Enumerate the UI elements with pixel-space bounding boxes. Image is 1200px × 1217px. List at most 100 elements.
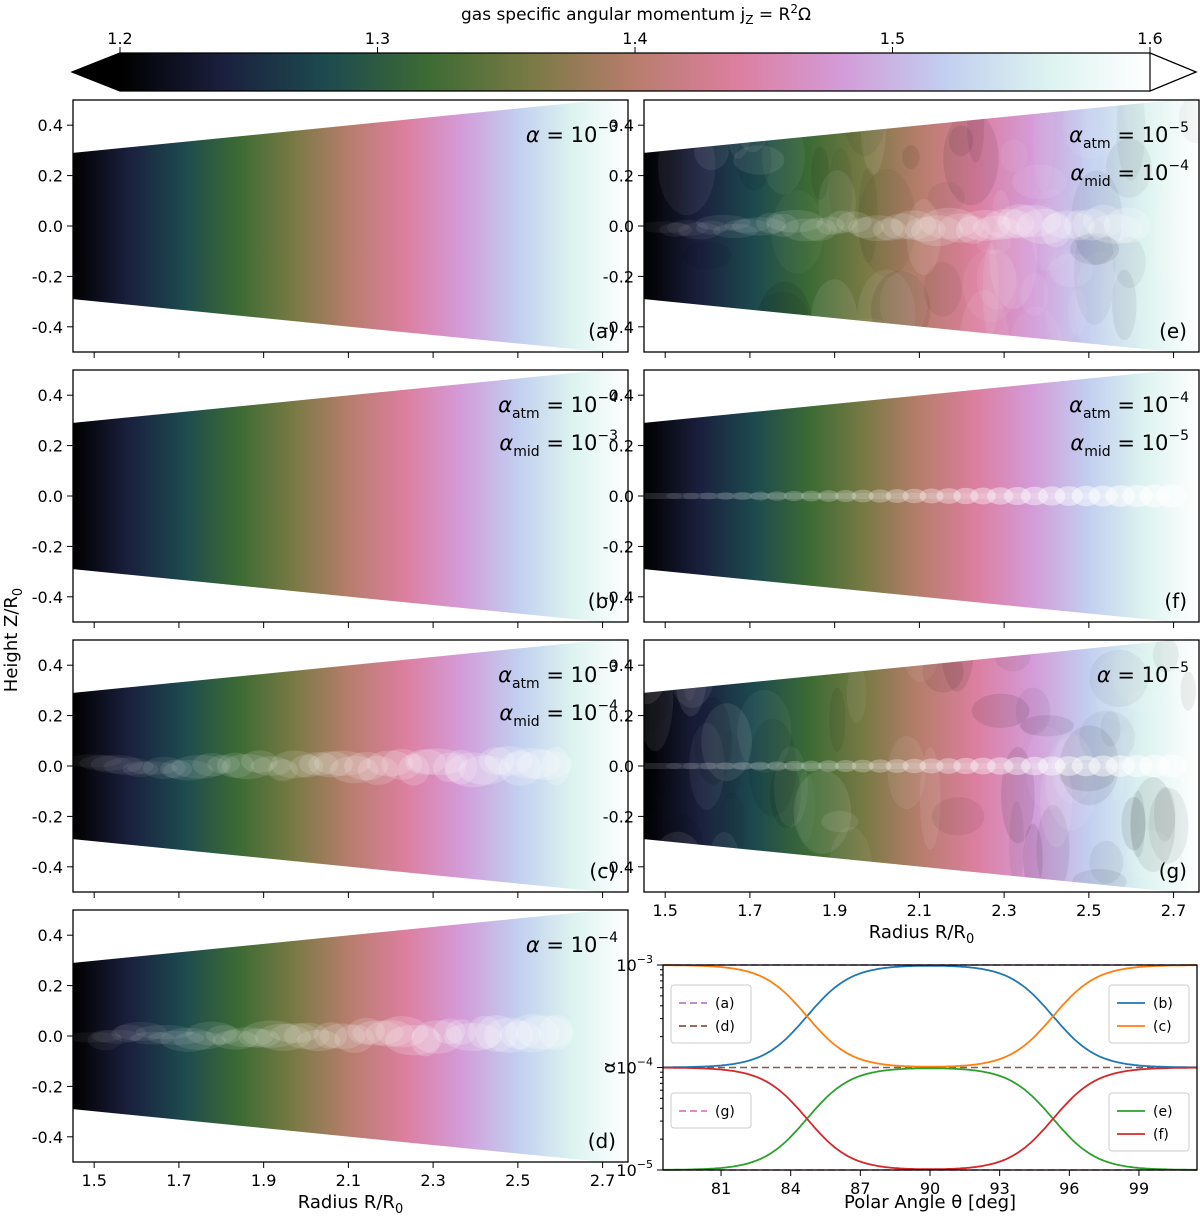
midplane-feature (955, 216, 990, 244)
midplane-feature (319, 1023, 366, 1050)
legend-label: (e) (1153, 1104, 1173, 1120)
midplane-feature (296, 1029, 341, 1052)
midplane-feature (411, 1024, 440, 1057)
turbulent-eddy (1130, 776, 1176, 872)
turbulent-eddy (1127, 690, 1170, 714)
turbulent-eddy (1105, 138, 1152, 198)
midplane-feature (1016, 208, 1072, 245)
y-tick-label: 10−3 (616, 953, 653, 975)
colorbar-tick-label: 1.3 (365, 29, 390, 48)
turbulent-eddy (1150, 206, 1180, 281)
midplane-feature (982, 208, 1035, 240)
midplane-feature (192, 753, 232, 777)
midplane-feature (127, 761, 178, 775)
midplane-bead (919, 488, 944, 504)
colorbar-gradient (120, 53, 1150, 91)
alpha-label: αatm = 10−4 (1069, 390, 1189, 422)
midplane-feature (375, 1016, 429, 1048)
midplane-feature (644, 221, 690, 233)
wedge-domain (73, 97, 628, 355)
x-tick-label: 2.5 (505, 1171, 530, 1190)
midplane-feature (1064, 209, 1095, 241)
legend-label: (d) (715, 1019, 735, 1035)
y-tick-label: 10−5 (616, 1158, 653, 1180)
turbulent-eddy (995, 642, 1031, 672)
midplane-bead (1037, 756, 1066, 776)
turbulent-eddy (858, 167, 878, 264)
midplane-bead (851, 759, 874, 773)
x-tick-label: 81 (711, 1179, 731, 1198)
turbulent-eddy (858, 876, 886, 895)
y-tick-label: 0.4 (38, 656, 63, 675)
y-tick-label: -0.4 (32, 318, 63, 337)
midplane-feature (290, 754, 324, 778)
y-tick-label: -0.2 (32, 267, 63, 286)
midplane-feature (135, 1024, 193, 1040)
turbulent-eddy (1023, 823, 1043, 892)
y-tick-label: 0.2 (609, 707, 634, 726)
midplane-feature (411, 1020, 463, 1054)
turbulent-eddy (1059, 725, 1119, 806)
midplane-bead (885, 489, 909, 503)
midplane-bead (818, 490, 839, 502)
midplane-bead (767, 491, 787, 501)
turbulent-eddy (846, 663, 867, 724)
midplane-feature (381, 748, 423, 780)
midplane-feature (467, 1015, 503, 1049)
turbulent-eddy (1093, 654, 1142, 721)
panel-tag: (b) (588, 589, 616, 613)
turbulent-eddy (1059, 759, 1115, 792)
midplane-feature (542, 746, 571, 786)
turbulent-eddy (1040, 756, 1073, 848)
turbulent-eddy (745, 637, 768, 682)
turbulent-eddy (1051, 735, 1094, 804)
turbulent-eddy (943, 111, 999, 206)
midplane-bead (1004, 757, 1031, 775)
turbulent-eddy (737, 689, 792, 773)
midplane-feature (433, 1018, 466, 1045)
series-line-f (663, 1066, 1197, 1171)
midplane-bead (750, 491, 770, 501)
midplane-bead (801, 490, 822, 502)
midplane-feature (816, 216, 845, 235)
y-tick-label: -0.4 (32, 588, 63, 607)
midplane-feature (221, 753, 274, 780)
midplane-feature (499, 1020, 542, 1050)
legend-label: (c) (1153, 1019, 1172, 1035)
midplane-feature (114, 1022, 167, 1042)
y-tick-label: 0.0 (38, 217, 63, 236)
turbulent-eddy (1126, 830, 1175, 881)
turbulent-eddy (940, 637, 975, 692)
midplane-feature (91, 1029, 142, 1044)
midplane-feature (250, 756, 292, 776)
midplane-feature (73, 1032, 122, 1043)
turbulent-eddy (1152, 637, 1179, 673)
turbulent-eddy (906, 198, 941, 276)
turbulent-eddy (1012, 164, 1067, 200)
midplane-feature (695, 220, 728, 235)
midplane-feature (1072, 208, 1111, 241)
turbulent-eddy (1153, 786, 1176, 842)
turbulent-eddy (1032, 203, 1059, 272)
turbulent-eddy (887, 735, 926, 810)
panel-g: 0.4 0.2 0.0 -0.2 -0.4 1.5 1.7 1.9 2.1 2.3 2.5 2.7 α … (603, 637, 1200, 920)
turbulent-eddy (1080, 100, 1099, 186)
turbulent-eddy (733, 145, 785, 175)
x-tick-label: 1.9 (251, 1171, 276, 1190)
y-tick-label: 0.2 (38, 707, 63, 726)
turbulent-eddy (757, 281, 812, 355)
midplane-feature (160, 1027, 216, 1052)
turbulence-layer (644, 484, 1199, 508)
midplane-bead (699, 492, 717, 500)
midplane-feature (160, 759, 193, 779)
midplane-feature (504, 747, 561, 779)
midplane-feature (890, 210, 937, 240)
midplane-bead (936, 758, 961, 774)
midplane-feature (212, 1030, 259, 1050)
midplane-feature (216, 752, 255, 778)
turbulent-eddy (773, 746, 808, 828)
midplane-feature (678, 222, 721, 240)
alpha-label: α = 10−4 (526, 930, 618, 957)
series-line-e (663, 1067, 1197, 1171)
